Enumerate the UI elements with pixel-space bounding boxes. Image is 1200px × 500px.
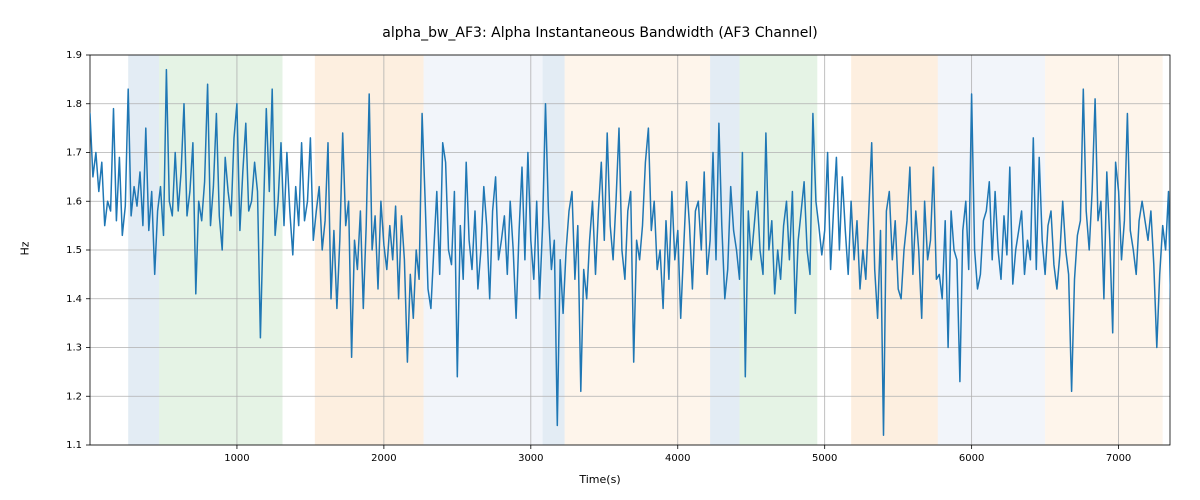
figure: alpha_bw_AF3: Alpha Instantaneous Bandwi… <box>0 0 1200 500</box>
ytick-label: 1.7 <box>66 148 82 159</box>
ytick-label: 1.1 <box>66 440 82 451</box>
xtick-label: 7000 <box>1106 453 1131 464</box>
ytick-label: 1.8 <box>66 99 82 110</box>
ytick-label: 1.6 <box>66 196 82 207</box>
ytick-label: 1.9 <box>66 50 82 61</box>
xtick-label: 5000 <box>812 453 837 464</box>
ytick-label: 1.3 <box>66 343 82 354</box>
xtick-label: 2000 <box>371 453 396 464</box>
ytick-label: 1.2 <box>66 391 82 402</box>
xtick-label: 1000 <box>224 453 249 464</box>
ytick-label: 1.5 <box>66 245 82 256</box>
xtick-label: 6000 <box>959 453 984 464</box>
xtick-label: 4000 <box>665 453 690 464</box>
ytick-label: 1.4 <box>66 294 82 305</box>
chart-svg: 1000 2000 3000 4000 5000 6000 7000 1.1 1.2 1.3 1.4… <box>0 0 1200 500</box>
xtick-label: 3000 <box>518 453 543 464</box>
